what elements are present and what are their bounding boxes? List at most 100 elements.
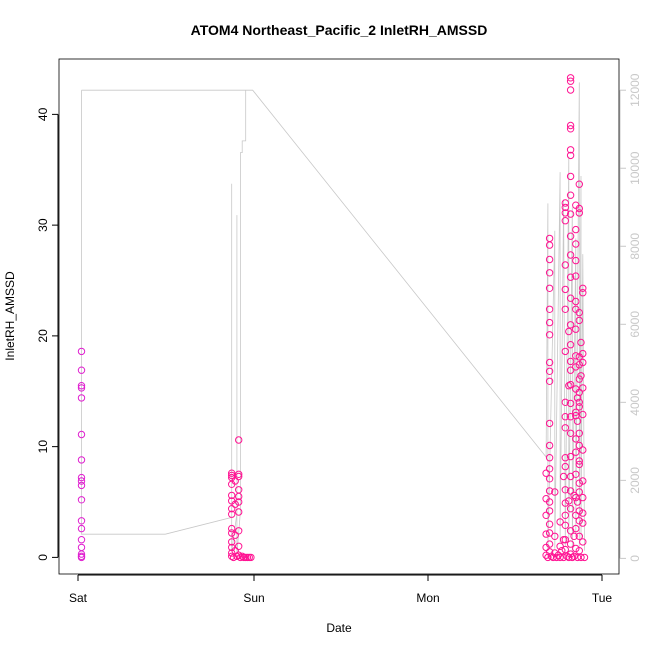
data-point	[545, 520, 554, 528]
data-point	[575, 460, 583, 469]
data-point	[77, 496, 86, 504]
data-point	[572, 297, 580, 306]
data-point	[575, 441, 583, 450]
y-tick-label: 20	[36, 329, 50, 343]
y2-tick-label: 10000	[628, 151, 642, 185]
data-point	[575, 547, 583, 555]
data-point	[233, 552, 241, 560]
data-point	[566, 294, 575, 302]
data-point	[556, 518, 564, 526]
y-tick-label: 10	[36, 440, 50, 454]
data-point	[579, 384, 587, 392]
data-point	[566, 210, 575, 218]
plot-frame	[58, 58, 620, 575]
data-point	[572, 408, 580, 416]
data-point	[561, 545, 569, 554]
data-point	[545, 498, 554, 506]
data-point	[566, 357, 575, 366]
data-point	[556, 542, 564, 550]
data-point	[572, 352, 580, 360]
data-point	[545, 318, 554, 327]
data-point	[579, 538, 587, 546]
data-point	[561, 217, 569, 225]
data-point	[566, 399, 575, 408]
data-point	[566, 380, 575, 389]
scatter-points-group	[77, 74, 589, 562]
chart-title: ATOM4 Northeast_Pacific_2 InletRH_AMSSD	[191, 22, 488, 38]
data-point	[572, 256, 580, 265]
data-point	[545, 367, 554, 375]
data-point	[570, 552, 578, 560]
y2-tick-label: 2000	[628, 467, 642, 494]
data-point	[573, 417, 582, 425]
data-point	[572, 524, 580, 533]
data-point	[558, 547, 566, 555]
y2-tick-label: 12000	[628, 73, 642, 107]
data-point	[566, 273, 575, 281]
data-point	[235, 542, 243, 550]
data-point	[545, 331, 554, 339]
data-point	[545, 465, 554, 473]
data-point	[77, 543, 86, 552]
data-point	[228, 510, 236, 518]
data-point	[228, 469, 236, 477]
data-point	[566, 505, 575, 513]
data-point	[570, 491, 578, 500]
data-point	[575, 457, 583, 465]
data-point	[575, 398, 583, 406]
data-point	[561, 536, 569, 544]
data-point	[545, 284, 554, 292]
data-point	[235, 527, 243, 535]
data-point	[545, 540, 554, 548]
data-point	[566, 429, 575, 437]
data-point	[566, 74, 575, 82]
data-point	[575, 316, 583, 325]
y-tick-label: 0	[36, 554, 50, 561]
data-point	[228, 552, 236, 560]
y2-tick-label: 4000	[628, 389, 642, 416]
data-point	[561, 209, 569, 217]
data-point	[561, 454, 569, 462]
series-line-group	[81, 82, 585, 555]
data-point	[575, 180, 583, 188]
data-point	[542, 469, 550, 477]
series-line	[81, 82, 585, 555]
data-point	[559, 472, 568, 481]
data-point	[235, 508, 243, 516]
data-point	[236, 553, 245, 562]
data-point	[228, 505, 236, 513]
data-point	[566, 146, 575, 154]
data-point	[545, 548, 554, 556]
data-point	[77, 382, 86, 390]
data-point	[565, 382, 573, 390]
data-point	[566, 172, 575, 181]
data-point	[570, 532, 578, 540]
data-point	[561, 347, 569, 356]
data-point	[561, 203, 569, 212]
data-point	[575, 388, 583, 397]
data-point	[235, 498, 243, 506]
data-point	[572, 272, 580, 280]
data-point	[575, 308, 583, 317]
data-point	[565, 497, 573, 505]
data-point	[579, 446, 587, 454]
data-point	[566, 251, 575, 259]
data-point	[77, 553, 86, 562]
y-tick-label: 40	[36, 107, 50, 121]
data-point	[566, 77, 575, 85]
data-point	[579, 410, 587, 419]
data-point	[235, 472, 243, 481]
data-point	[545, 358, 554, 367]
data-point	[577, 372, 585, 380]
y-tick-label: 30	[36, 218, 50, 232]
data-point	[545, 305, 554, 313]
data-point	[572, 435, 580, 443]
data-point	[566, 151, 575, 160]
y-axis: 0 10 20 30 40	[36, 107, 59, 561]
data-point	[235, 436, 243, 444]
data-point	[561, 486, 569, 494]
data-point	[572, 240, 580, 248]
data-point	[561, 521, 569, 529]
